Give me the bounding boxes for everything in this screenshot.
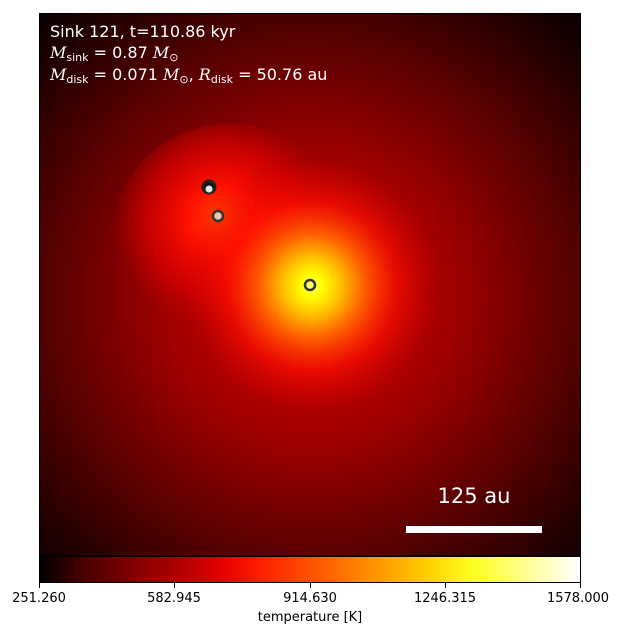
sink-marker-primary [303, 278, 317, 292]
colorbar-tick [580, 583, 581, 588]
colorbar-tick [445, 583, 446, 588]
colorbar-tick [174, 583, 175, 588]
colorbar-tick [39, 583, 40, 588]
colorbar-tick-label: 914.630 [283, 591, 337, 606]
sink-marker-dark-core [205, 185, 213, 193]
scalebar-label: 125 au [437, 484, 511, 508]
colorbar-tick-label: 1246.315 [413, 591, 477, 606]
sink-marker-light [211, 209, 225, 223]
annotation-disk-properties: Mdisk = 0.071 M⊙, Rdisk = 50.76 au [50, 65, 328, 86]
colorbar-tick-label: 1578.000 [546, 591, 610, 606]
temperature-map-panel: Sink 121, t=110.86 kyr Msink = 0.87 M⊙ M… [39, 13, 581, 556]
scalebar-line [406, 526, 542, 533]
temperature-map [40, 14, 580, 555]
colorbar-tick-label: 582.945 [147, 591, 201, 606]
annotation-sink-mass: Msink = 0.87 M⊙ [50, 43, 179, 64]
colorbar [39, 556, 581, 583]
colorbar-label: temperature [K] [257, 610, 363, 625]
annotation-title: Sink 121, t=110.86 kyr [50, 22, 236, 41]
colorbar-tick-label: 251.260 [12, 591, 66, 606]
colorbar-tick [310, 583, 311, 588]
